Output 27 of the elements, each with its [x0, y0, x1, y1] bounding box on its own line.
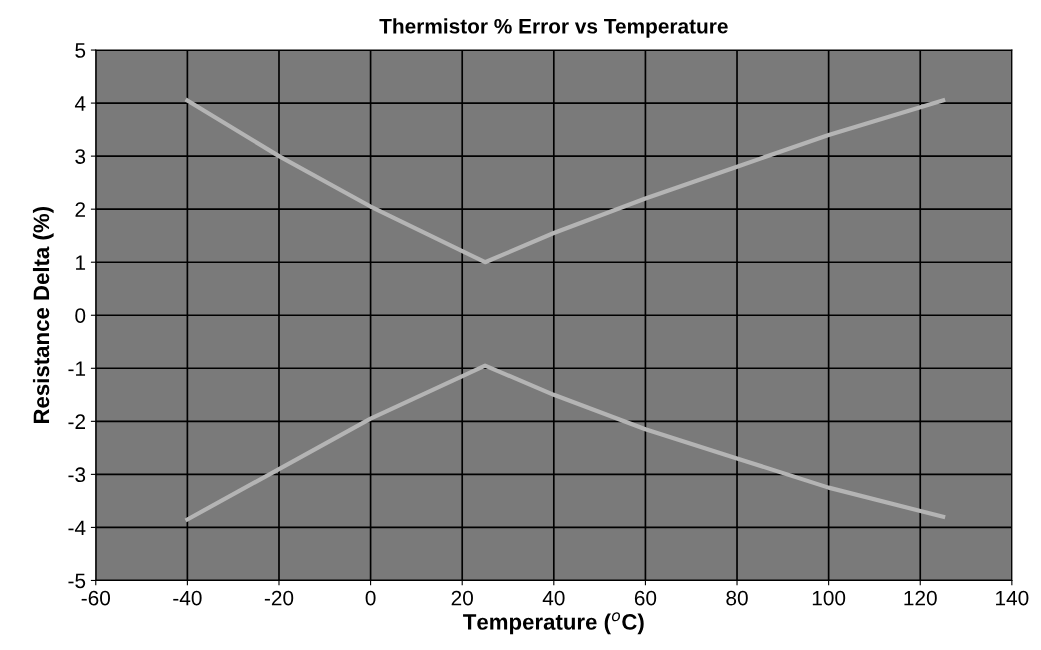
y-tick-label: 0 — [75, 308, 86, 323]
y-tick-label: -4 — [68, 520, 86, 535]
y-tick-label: 2 — [75, 202, 85, 217]
line-series — [185, 98, 946, 265]
x-tick-label: 0 — [365, 590, 376, 606]
x-tick-label: -60 — [81, 590, 111, 606]
x-tick-label: 20 — [451, 590, 473, 606]
y-tick-label: -1 — [68, 361, 86, 376]
line-series — [185, 363, 946, 522]
x-tick-label: 140 — [996, 590, 1029, 606]
y-tick-label: 3 — [75, 149, 86, 164]
y-tick-label: -5 — [68, 573, 86, 589]
chart-title: Thermistor % Error vs Temperature — [379, 18, 728, 38]
y-tick-label: 5 — [75, 43, 86, 58]
x-axis-title: Temperature ($^{o}$C) — [463, 612, 644, 635]
y-tick-label: -2 — [68, 414, 86, 429]
y-tick-label: -3 — [68, 467, 86, 483]
x-tick-label: -40 — [173, 590, 202, 606]
x-tick-label: 40 — [542, 590, 565, 606]
x-tick-label: 100 — [812, 590, 846, 606]
y-axis-title: Resistance Delta (%) — [32, 207, 54, 424]
y-tick-label: 4 — [74, 96, 86, 111]
y-tick-label: 1 — [76, 255, 86, 270]
x-tick-label: 60 — [634, 590, 657, 606]
x-tick-label: 120 — [904, 590, 937, 606]
x-tick-label: 80 — [726, 590, 748, 606]
x-tick-label: -20 — [264, 590, 294, 606]
